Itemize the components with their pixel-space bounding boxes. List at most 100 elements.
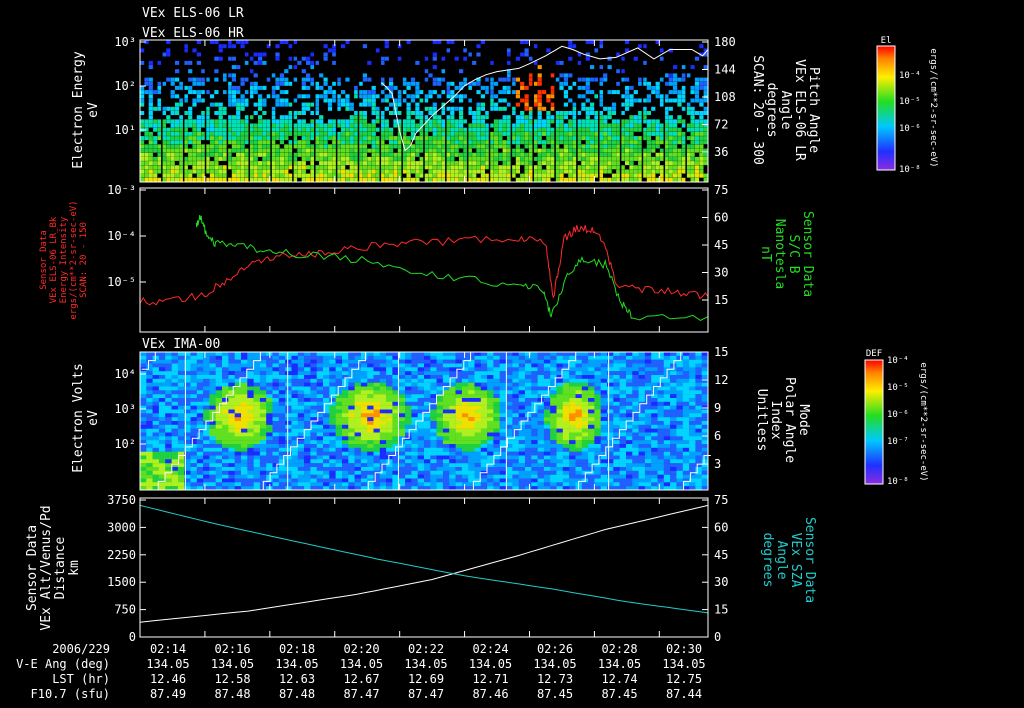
heatmap-cell [306, 131, 311, 136]
heatmap-cell [177, 375, 185, 380]
heatmap-cell [450, 148, 455, 153]
heatmap-cell [297, 398, 305, 403]
heatmap-cell [563, 90, 568, 95]
heatmap-cell [275, 144, 280, 149]
heatmap-cell [480, 355, 488, 360]
heatmap-cell [585, 161, 590, 166]
heatmap-cell [240, 165, 245, 170]
heatmap-cell [398, 451, 406, 456]
heatmap-cell [397, 136, 402, 141]
heatmap-cell [455, 428, 463, 433]
heatmap-cell [499, 424, 507, 429]
heatmap-cell [165, 432, 172, 437]
heatmap-cell [629, 123, 634, 128]
heatmap-cell [354, 428, 362, 433]
heatmap-cell [392, 459, 399, 464]
heatmap-cell [598, 115, 603, 120]
heatmap-cell [354, 467, 362, 472]
heatmap-cell [175, 173, 180, 178]
heatmap-cell [329, 444, 336, 449]
heatmap-cell [515, 102, 520, 107]
heatmap-cell [506, 451, 513, 456]
heatmap-cell [348, 486, 355, 491]
heatmap-cell [222, 467, 229, 472]
heatmap-cell [563, 144, 568, 149]
heatmap-cell [411, 467, 418, 472]
heatmap-cell [360, 382, 368, 387]
heatmap-cell [288, 123, 293, 128]
heatmap-cell [699, 115, 704, 120]
heatmap-cell [398, 463, 406, 468]
heatmap-cell [152, 375, 160, 380]
heatmap-cell [384, 156, 389, 161]
heatmap-cell [686, 144, 691, 149]
heatmap-cell [437, 169, 442, 174]
heatmap-cell [192, 177, 197, 182]
heatmap-cell [214, 56, 219, 61]
heatmap-cell [468, 355, 475, 360]
heatmap-cell [262, 60, 267, 65]
heatmap-cell [474, 486, 482, 491]
heatmap-cell [292, 161, 298, 166]
heatmap-cell [646, 144, 651, 149]
heatmap-cell [480, 152, 485, 157]
heatmap-cell [430, 467, 437, 472]
heatmap-cell [646, 136, 651, 141]
heatmap-cell [157, 127, 162, 132]
heatmap-cell [323, 44, 328, 49]
heatmap-cell [487, 424, 494, 429]
heatmap-cell [228, 486, 235, 491]
heatmap-cell [192, 123, 197, 128]
heatmap-cell [358, 148, 363, 153]
heatmap-cell [278, 367, 286, 372]
heatmap-cell [379, 478, 387, 483]
heatmap-cell [240, 77, 245, 82]
heatmap-cell [165, 401, 172, 406]
heatmap-cell [146, 417, 153, 422]
heatmap-cell [175, 77, 180, 82]
heatmap-cell [367, 398, 374, 403]
heatmap-cell [417, 436, 425, 441]
heatmap-cell [196, 413, 204, 418]
heatmap-cell [253, 136, 258, 141]
heatmap-cell [253, 398, 261, 403]
heatmap-cell [533, 44, 538, 49]
heatmap-cell [487, 382, 494, 387]
heatmap-cell [487, 482, 494, 487]
heatmap-cell [348, 390, 355, 395]
heatmap-cell [537, 127, 542, 132]
heatmap-cell [430, 371, 437, 376]
heatmap-cell [392, 375, 399, 380]
heatmap-cell [417, 470, 425, 475]
heatmap-cell [310, 386, 317, 391]
heatmap-cell [316, 390, 324, 395]
heatmap-cell [253, 440, 261, 445]
heatmap-cell [266, 436, 273, 441]
heatmap-cell [373, 451, 381, 456]
heatmap-cell [474, 428, 482, 433]
heatmap-cell [681, 73, 686, 78]
heatmap-cell [291, 478, 299, 483]
heatmap-cell [424, 455, 431, 460]
heatmap-cell [284, 144, 289, 149]
heatmap-cell [524, 115, 529, 120]
heatmap-cell [499, 486, 507, 491]
heatmap-cell [231, 177, 236, 182]
heatmap-cell [291, 455, 299, 460]
heatmap-cell [402, 81, 407, 86]
heatmap-cell [146, 478, 153, 483]
heatmap-cell [518, 478, 526, 483]
heatmap-cell [686, 161, 691, 166]
heatmap-cell [228, 378, 235, 383]
heatmap-cell [209, 398, 216, 403]
heatmap-cell [699, 98, 704, 103]
heatmap-cell [266, 467, 273, 472]
heatmap-cell [520, 152, 525, 157]
heatmap-cell [190, 459, 198, 464]
heatmap-cell [329, 359, 336, 364]
heatmap-cell [449, 478, 456, 483]
heatmap-cell [342, 447, 349, 452]
heatmap-cell [362, 165, 367, 170]
heatmap-cell [555, 136, 560, 141]
heatmap-cell [358, 144, 363, 149]
